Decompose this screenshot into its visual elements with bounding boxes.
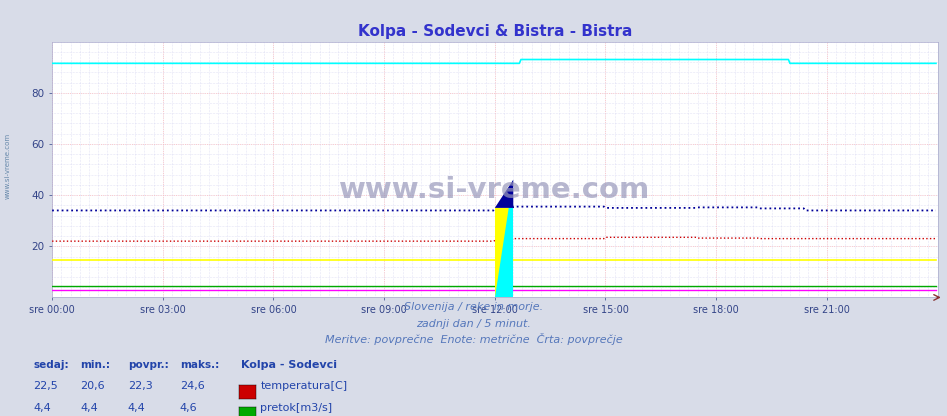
Text: www.si-vreme.com: www.si-vreme.com bbox=[339, 176, 651, 204]
Text: 4,4: 4,4 bbox=[33, 403, 51, 413]
Text: povpr.:: povpr.: bbox=[128, 360, 169, 370]
Text: min.:: min.: bbox=[80, 360, 111, 370]
Text: pretok[m3/s]: pretok[m3/s] bbox=[260, 403, 332, 413]
Text: Kolpa - Sodevci: Kolpa - Sodevci bbox=[241, 360, 337, 370]
Text: sedaj:: sedaj: bbox=[33, 360, 69, 370]
Polygon shape bbox=[495, 180, 513, 297]
Text: 4,6: 4,6 bbox=[180, 403, 198, 413]
Polygon shape bbox=[495, 180, 513, 208]
Text: maks.:: maks.: bbox=[180, 360, 219, 370]
Text: 22,5: 22,5 bbox=[33, 381, 58, 391]
Text: 24,6: 24,6 bbox=[180, 381, 205, 391]
Text: 22,3: 22,3 bbox=[128, 381, 152, 391]
Text: 4,4: 4,4 bbox=[80, 403, 98, 413]
Text: temperatura[C]: temperatura[C] bbox=[260, 381, 348, 391]
Text: 20,6: 20,6 bbox=[80, 381, 105, 391]
Text: Slovenija / reke in morje.: Slovenija / reke in morje. bbox=[404, 302, 543, 312]
Polygon shape bbox=[495, 208, 513, 297]
Text: Meritve: povprečne  Enote: metrične  Črta: povprečje: Meritve: povprečne Enote: metrične Črta:… bbox=[325, 333, 622, 345]
Text: www.si-vreme.com: www.si-vreme.com bbox=[5, 134, 10, 199]
Title: Kolpa - Sodevci & Bistra - Bistra: Kolpa - Sodevci & Bistra - Bistra bbox=[358, 24, 632, 39]
Text: zadnji dan / 5 minut.: zadnji dan / 5 minut. bbox=[416, 319, 531, 329]
Text: 4,4: 4,4 bbox=[128, 403, 146, 413]
